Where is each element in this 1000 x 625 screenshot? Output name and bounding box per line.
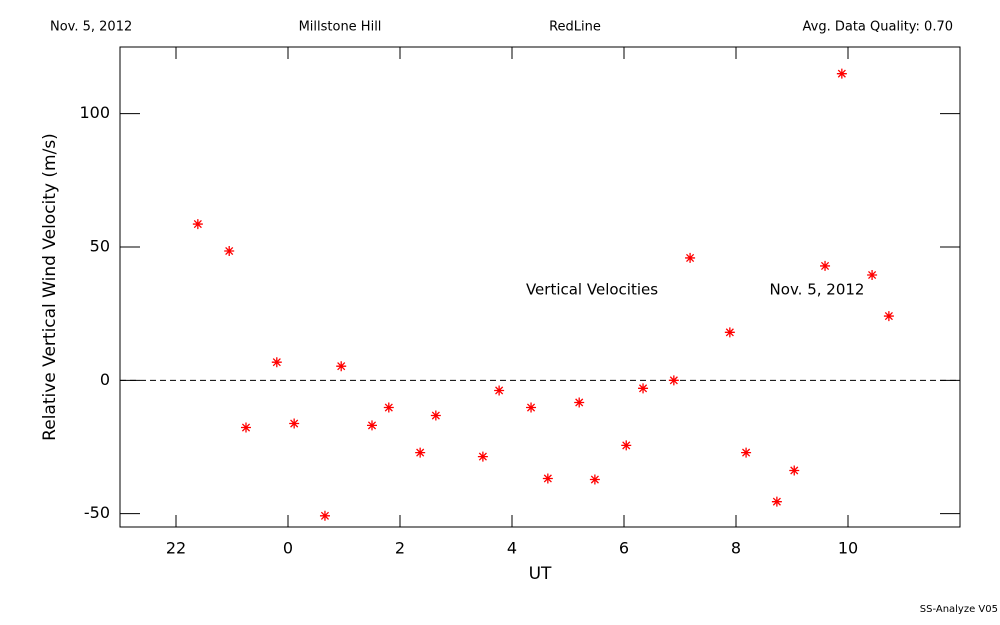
header-text: RedLine <box>549 20 601 35</box>
y-tick-label: 0 <box>100 370 110 389</box>
point <box>224 246 235 256</box>
x-tick-label: 8 <box>731 539 741 558</box>
point <box>820 260 831 271</box>
point <box>542 473 553 484</box>
point <box>271 357 282 368</box>
point <box>867 270 878 280</box>
point <box>192 219 203 230</box>
point <box>741 447 752 458</box>
point <box>289 418 300 429</box>
point <box>621 440 632 451</box>
header-text: Nov. 5, 2012 <box>50 20 132 35</box>
x-tick-label: 0 <box>283 539 293 558</box>
x-axis-label: UT <box>529 564 552 584</box>
annotation: Nov. 5, 2012 <box>770 281 865 299</box>
point <box>367 420 377 431</box>
point <box>477 451 488 462</box>
annotation: Vertical Velocities <box>526 281 658 299</box>
x-tick-label: 6 <box>619 539 629 558</box>
point <box>241 422 251 433</box>
point <box>494 385 505 396</box>
point <box>383 402 394 413</box>
point <box>574 397 585 408</box>
header-text: Millstone Hill <box>299 20 382 35</box>
plot-frame <box>119 46 961 528</box>
y-tick-label: -50 <box>84 503 110 522</box>
point <box>336 361 347 372</box>
point <box>836 68 847 79</box>
footer: SS-Analyze V05 <box>920 604 998 615</box>
point <box>638 383 649 394</box>
point <box>526 402 537 413</box>
point <box>724 327 735 338</box>
point <box>319 510 330 521</box>
point <box>789 465 800 476</box>
header-text: Avg. Data Quality: 0.70 <box>803 20 953 35</box>
point <box>771 496 782 507</box>
point <box>668 375 679 386</box>
x-tick-label: 10 <box>838 539 858 558</box>
x-tick-label: 2 <box>395 539 405 558</box>
y-tick-label: 100 <box>79 103 110 122</box>
point <box>430 410 441 421</box>
x-tick-label: 4 <box>507 539 517 558</box>
x-tick-label: 22 <box>166 539 186 558</box>
point <box>415 447 426 458</box>
point <box>883 311 894 322</box>
point <box>589 474 600 485</box>
y-tick-label: 50 <box>90 237 110 256</box>
y-axis-label: Relative Vertical Wind Velocity (m/s) <box>40 133 60 441</box>
point <box>685 252 696 263</box>
